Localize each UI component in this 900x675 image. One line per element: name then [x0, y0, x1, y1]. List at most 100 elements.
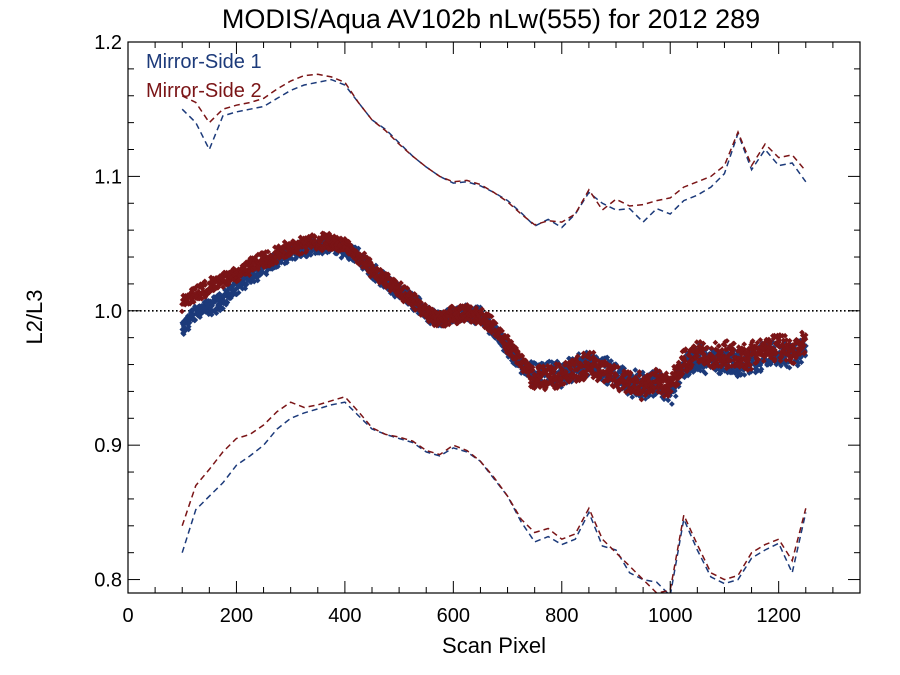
- mirror-side-1-point: [758, 366, 765, 373]
- mirror-side-2-point: [201, 278, 208, 285]
- mirror-side-2-point: [746, 355, 752, 362]
- mirror-side-2-point: [636, 372, 643, 379]
- legend: Mirror-Side 1 Mirror-Side 2: [146, 51, 262, 102]
- mirror-side-2-point: [552, 365, 559, 371]
- mirror-side-2-point: [722, 342, 728, 349]
- mirror-side-2-point: [529, 364, 536, 371]
- mirror-side-2-point: [802, 332, 809, 338]
- mirror-side-2-point: [656, 368, 663, 375]
- mirror-side-2-point: [536, 362, 543, 369]
- y-tick-label: 1.1: [94, 166, 122, 188]
- mirror-side-2-point: [741, 341, 748, 348]
- mirror-side-2-point: [627, 370, 634, 377]
- mirror-side-2-point: [273, 258, 280, 265]
- mirror-side-1-upper-dashed-line: [181, 78, 807, 229]
- mirror-side-2-point: [613, 372, 620, 379]
- mirror-side-1-point: [798, 359, 805, 366]
- mirror-side-2-point: [385, 271, 391, 278]
- chart-title: MODIS/Aqua AV102b nLw(555) for 2012 289: [222, 4, 760, 34]
- x-tick-label: 1200: [756, 605, 801, 627]
- mirror-side-2-point: [304, 247, 310, 254]
- mirror-side-2-point: [780, 337, 787, 344]
- legend-label-mirror-side-1: Mirror-Side 1: [146, 51, 262, 73]
- y-tick-label: 1.0: [94, 301, 122, 323]
- mirror-side-2-point: [566, 378, 573, 384]
- mirror-side-2-point: [265, 248, 271, 255]
- y-tick-label: 1.2: [94, 32, 122, 54]
- mirror-side-2-point: [682, 346, 689, 352]
- mirror-side-2-point: [755, 356, 762, 363]
- mirror-side-2-point: [754, 339, 761, 346]
- mirror-side-1-point: [671, 388, 678, 394]
- mirror-side-2-point: [675, 381, 681, 388]
- mirror-side-1-point: [224, 299, 231, 306]
- mirror-side-2-point: [693, 339, 700, 345]
- mirror-side-2-point: [790, 344, 797, 351]
- legend-label-mirror-side-2: Mirror-Side 2: [146, 80, 262, 102]
- mirror-side-1-point: [213, 310, 220, 317]
- mirror-side-1-point: [672, 393, 679, 400]
- mirror-side-2-point: [492, 320, 499, 327]
- mirror-side-2-point: [704, 344, 711, 351]
- mirror-side-2-points: [179, 230, 809, 403]
- mirror-side-2-point: [716, 343, 722, 349]
- mirror-side-1-point: [669, 401, 675, 407]
- x-tick-label: 800: [545, 605, 578, 627]
- mirror-side-2-point: [757, 337, 764, 343]
- x-tick-label: 400: [328, 605, 361, 627]
- plot-frame: [127, 41, 861, 594]
- mirror-side-2-point: [580, 350, 587, 357]
- mirror-side-2-point: [749, 338, 756, 344]
- mirror-side-2-point: [694, 353, 701, 359]
- y-axis-title: L2/L3: [22, 289, 47, 344]
- series-layer: [179, 73, 809, 593]
- y-tick-label: 0.8: [94, 570, 122, 592]
- mirror-side-1-point: [220, 305, 226, 312]
- mirror-side-2-point: [776, 339, 782, 346]
- mirror-side-2-point: [505, 333, 511, 339]
- mirror-side-2-point: [499, 328, 505, 334]
- mirror-side-2-point: [748, 366, 755, 372]
- mirror-side-2-point: [253, 257, 260, 264]
- mirror-side-1-point: [741, 372, 748, 378]
- mirror-side-2-point: [246, 272, 253, 279]
- mirror-side-2-point: [797, 351, 803, 357]
- mirror-side-2-upper-dashed-line: [181, 73, 807, 226]
- mirror-side-2-point: [236, 276, 243, 283]
- mirror-side-1-point: [665, 397, 672, 404]
- mirror-side-2-point: [179, 308, 185, 315]
- mirror-side-2-point: [580, 354, 586, 360]
- mirror-side-2-point: [791, 360, 797, 367]
- mirror-side-2-point: [663, 370, 670, 377]
- mirror-side-2-point: [636, 369, 643, 375]
- mirror-side-2-point: [778, 353, 785, 360]
- mirror-side-1-point: [254, 277, 261, 284]
- mirror-side-2-point: [418, 299, 424, 306]
- mirror-side-1-point: [632, 367, 639, 373]
- x-axis-title: Scan Pixel: [442, 633, 546, 658]
- mirror-side-2-point: [638, 396, 645, 403]
- axes-layer: 0 200 400 600 800 1000 1200 0.8 0.9 1.0 1.1 1.2: [94, 32, 861, 627]
- mirror-side-2-point: [561, 380, 567, 387]
- mirror-side-2-point: [616, 387, 623, 394]
- mirror-side-2-point: [590, 349, 597, 356]
- mirror-side-2-point: [712, 339, 719, 346]
- mirror-side-2-point: [724, 338, 730, 344]
- mirror-side-2-point: [767, 338, 774, 345]
- mirror-side-2-point: [488, 313, 495, 320]
- mirror-side-2-point: [802, 336, 809, 343]
- mirror-side-2-point: [730, 346, 737, 353]
- mirror-side-2-point: [782, 332, 788, 339]
- x-tick-label: 600: [437, 605, 470, 627]
- mirror-side-1-point: [608, 358, 614, 364]
- mirror-side-2-point: [202, 282, 209, 288]
- series-mirror-side-2: [179, 73, 809, 593]
- mirror-side-2-point: [574, 353, 581, 360]
- mirror-side-2-point: [583, 371, 590, 378]
- mirror-side-2-point: [700, 340, 707, 347]
- mirror-side-1-point: [185, 326, 192, 333]
- mirror-side-2-lower-dashed-line: [181, 395, 807, 593]
- mirror-side-2-point: [404, 285, 411, 292]
- mirror-side-1-point: [702, 370, 709, 377]
